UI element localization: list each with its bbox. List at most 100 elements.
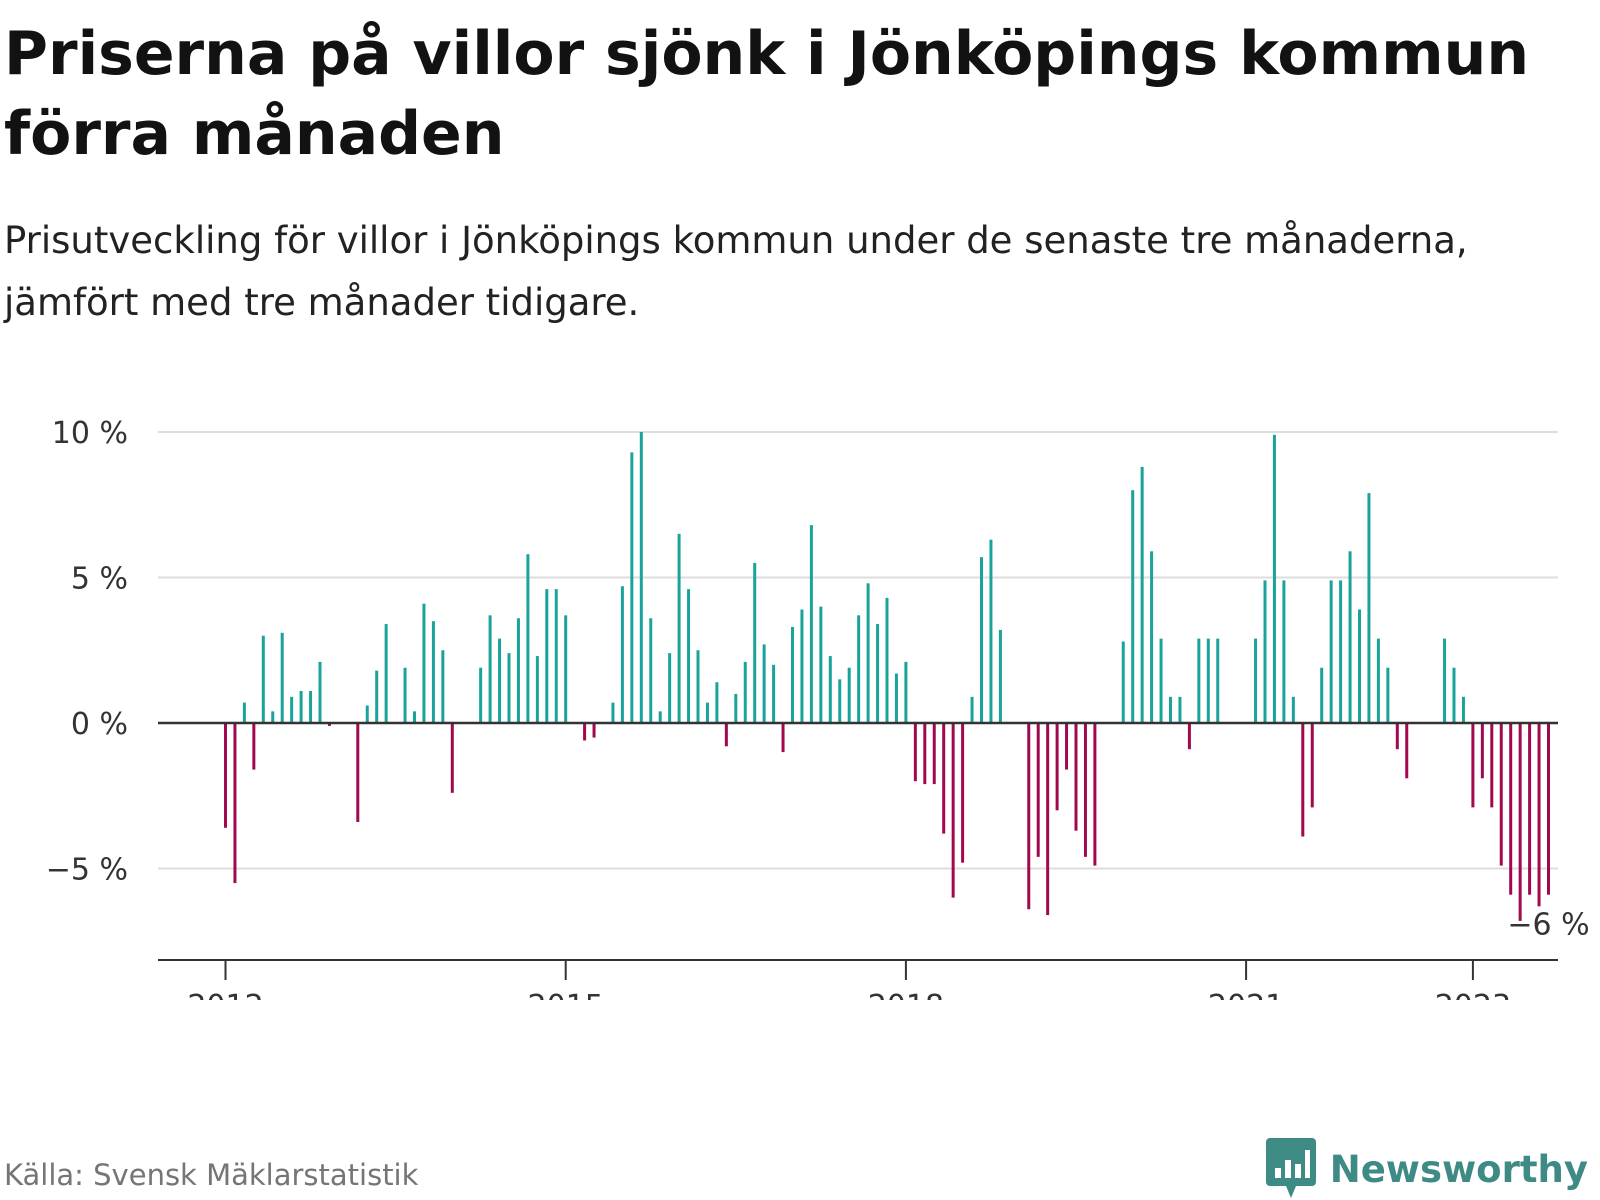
bar (809, 525, 813, 723)
bar (318, 661, 322, 723)
bar (1027, 723, 1031, 910)
bar (422, 603, 426, 723)
bar (1348, 551, 1352, 723)
bar (1055, 723, 1059, 811)
bar (224, 723, 227, 828)
chart-subtitle: Prisutveckling för villor i Jönköpings k… (4, 219, 1468, 324)
bar (611, 702, 615, 723)
bar (980, 557, 983, 723)
bar (668, 653, 672, 723)
bar (1443, 638, 1447, 723)
bar (1367, 493, 1371, 723)
bar (261, 635, 265, 723)
bar (819, 606, 823, 723)
bar (375, 670, 379, 723)
source-note: Källa: Svensk Mäklarstatistik (4, 1158, 419, 1192)
bar (781, 723, 785, 753)
bar (441, 650, 445, 723)
bar (734, 693, 738, 723)
bar (1310, 723, 1314, 808)
bar (658, 711, 662, 723)
bar (252, 723, 256, 770)
bar (384, 624, 388, 723)
bar (1121, 641, 1125, 723)
bar (309, 690, 313, 723)
bar (299, 690, 303, 723)
bar (365, 705, 369, 723)
bar (1187, 723, 1191, 750)
bar (1499, 723, 1503, 866)
bar (687, 589, 691, 723)
bar (450, 723, 454, 793)
bar (942, 723, 946, 834)
bar (356, 723, 360, 822)
bar (800, 609, 804, 723)
bar (639, 432, 643, 723)
page-title: Priserna på villor sjönk i Jönköpings ko… (4, 19, 1530, 169)
bar (649, 618, 653, 723)
bar (1490, 723, 1494, 808)
bar (1065, 723, 1069, 770)
y-tick-label: 10 % (52, 416, 128, 451)
bar (620, 586, 624, 723)
bar (791, 626, 794, 723)
latest-value-label: −6 % (1507, 908, 1589, 943)
bar (1291, 696, 1295, 723)
bar (479, 667, 483, 723)
bar (1518, 723, 1522, 921)
bars-layer (224, 432, 1550, 921)
bar (507, 653, 511, 723)
bar (498, 638, 502, 723)
bar (1254, 638, 1258, 723)
brand-name: Newsworthy (1329, 1147, 1588, 1191)
bar (913, 723, 917, 782)
bar (516, 618, 520, 723)
bar (1301, 723, 1305, 837)
bar (838, 679, 842, 723)
bar (989, 539, 993, 723)
bar (488, 615, 492, 723)
bar (1216, 638, 1220, 723)
newsworthy-logo-icon (1265, 1138, 1316, 1198)
bar (753, 562, 757, 723)
bar (1036, 723, 1040, 857)
bar (1528, 723, 1532, 895)
bar (1461, 696, 1465, 723)
newsworthy-brand[interactable]: Newsworthy (1265, 1138, 1588, 1200)
bar (866, 583, 870, 723)
bar (1471, 723, 1475, 808)
y-tick-label: −5 % (46, 853, 128, 888)
bar (1509, 723, 1513, 895)
bar (1358, 609, 1361, 723)
bar (743, 661, 747, 723)
bar (583, 723, 587, 741)
bar (271, 711, 275, 723)
bar (1178, 696, 1182, 723)
bar (290, 696, 294, 723)
bar (1537, 723, 1541, 907)
bar (1074, 723, 1078, 831)
bar (1159, 638, 1163, 723)
bar (696, 650, 700, 723)
bar (923, 723, 927, 785)
bar (970, 696, 974, 723)
bar (961, 723, 965, 863)
bar (885, 597, 889, 723)
bar (431, 621, 435, 723)
bar (630, 452, 634, 723)
bar (1131, 490, 1135, 723)
x-tick-label: 2018 (868, 989, 944, 1000)
axis-layer: −5 % 0 % 5 % 10 % 2012 2015 2018 2021 2023 −6 % (46, 416, 1590, 1000)
bar (772, 664, 776, 723)
bar (545, 589, 549, 723)
bar (705, 702, 709, 723)
bar (564, 615, 568, 723)
bar (1386, 667, 1390, 723)
bar (413, 711, 416, 723)
x-tick-label: 2012 (187, 989, 263, 1000)
bar (1547, 723, 1550, 895)
bar (554, 589, 558, 723)
bar (1320, 667, 1324, 723)
bar (1452, 667, 1456, 723)
x-tick-label: 2021 (1208, 989, 1284, 1000)
